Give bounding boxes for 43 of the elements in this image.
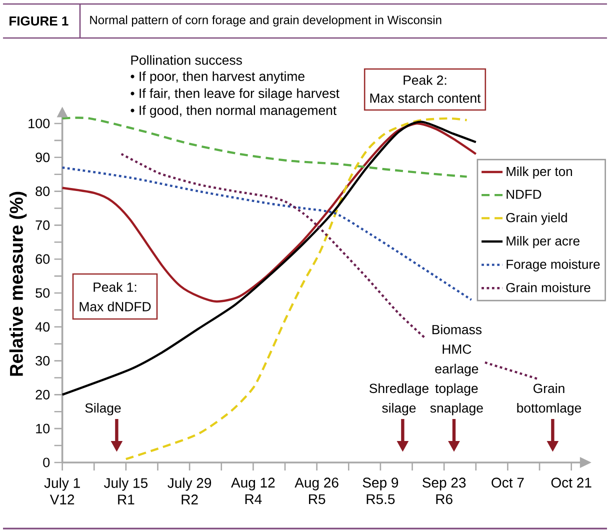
text: Peak 2: [404,75,446,85]
x-tick-label: Aug 12 R4 [231,478,275,504]
x-tick-label: Sep 9 R5.5 [362,478,398,504]
annotation: Biomass HMC earlage toplage snaplage [430,324,483,416]
legend-label: NDFD [506,190,542,199]
legend-label: Milk per ton [506,166,572,179]
x-tick-label: Aug 26 R5 [294,478,338,504]
legend-label: Grain moisture [506,282,590,292]
y-tick-label: 60 [36,254,50,264]
y-tick-label: 20 [36,390,50,400]
x-tick-label: Oct 21 [551,478,592,488]
text: Pollination success [131,55,242,65]
x-tick-label: July 29 R2 [168,478,212,504]
legend-label: Grain yield [506,212,567,225]
annotation: Shredlage silage [370,383,428,416]
y-tick-label: 90 [36,152,50,162]
y-tick-label: 50 [36,288,50,298]
text: • If fair, then leave for silage harvest [130,88,340,101]
y-tick-label: 10 [36,424,50,434]
x-tick-label: Sep 23 R6 [422,478,466,504]
y-tick-label: 40 [35,322,50,332]
annotation: Peak 1: [94,282,136,292]
y-tick-label: 0 [43,458,50,468]
legend-label: Forage moisture [506,259,600,272]
line-series [61,122,477,303]
y-tick-label: 100 [28,118,50,128]
legend-label: Milk per acre [506,236,580,248]
annotation: Max dNDFD [80,302,151,312]
annotation: Silage [85,402,121,416]
chart-title: FIGURE 1 [10,16,68,26]
x-tick-label: Oct 7 [492,478,524,488]
annotation: Grain bottomlage [517,383,582,416]
y-axis-title: Relative measure (%) [9,192,27,376]
text: Max starch content [370,93,481,103]
x-tick-label: July 1 V12 [44,478,80,504]
annotation: • If good, then normal management [130,105,336,118]
text: • If poor, then harvest anytime [130,71,304,84]
line-series [61,166,472,301]
y-tick-label: 80 [36,186,50,196]
chart-subtitle: Normal pattern of corn forage and grain development in Wisconsin [90,15,442,27]
x-tick-label: July 15 R1 [104,478,148,504]
y-tick-label: 30 [36,356,50,366]
y-tick-label: 70 [36,220,50,230]
